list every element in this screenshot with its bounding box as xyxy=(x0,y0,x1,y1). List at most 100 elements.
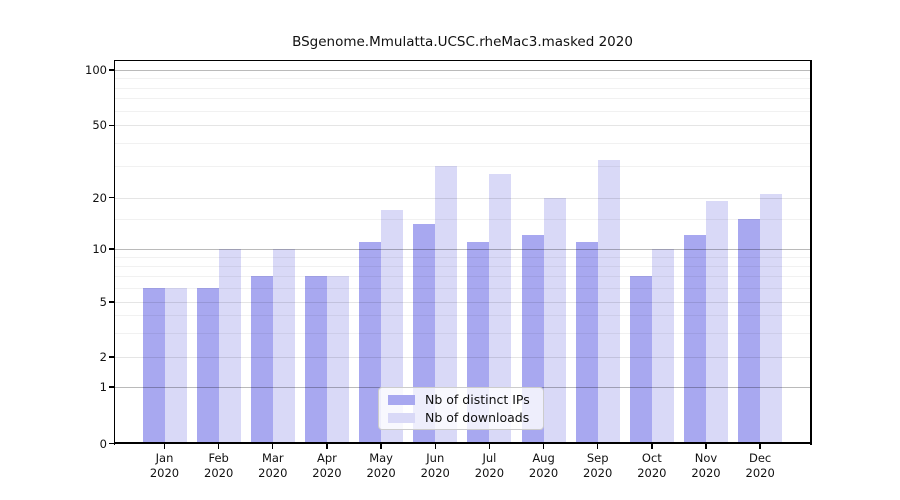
bar-downloads-may xyxy=(381,209,404,444)
y-tick-label-5: 5 xyxy=(99,295,107,309)
bar-downloads-jan xyxy=(164,288,187,444)
bar-distinct-ips-feb xyxy=(196,288,219,444)
gridline-100 xyxy=(115,70,810,71)
y-axis-spine xyxy=(113,59,115,445)
y-tick-50 xyxy=(109,124,115,126)
bar-downloads-dec xyxy=(760,193,783,444)
minor-gridline-4 xyxy=(115,315,810,317)
minor-gridline-15 xyxy=(115,218,810,220)
gridline-5 xyxy=(115,302,810,303)
x-tick-dec xyxy=(759,444,761,449)
x-tick-may xyxy=(380,444,382,449)
bar-downloads-apr xyxy=(326,276,349,444)
y-tick-1 xyxy=(109,386,115,388)
gridline-20 xyxy=(115,197,810,199)
bar-distinct-ips-nov xyxy=(684,235,706,444)
x-tick-label-dec: Dec 2020 xyxy=(732,451,788,481)
x-tick-label-apr: Apr 2020 xyxy=(299,451,355,481)
y-tick-label-1: 1 xyxy=(99,380,107,394)
minor-gridline-70 xyxy=(115,98,810,100)
bar-distinct-ips-oct xyxy=(629,276,652,444)
legend-row-distinct-ips: Nb of distinct IPs xyxy=(379,392,543,407)
minor-gridline-40 xyxy=(115,142,810,144)
y-tick-0 xyxy=(109,442,115,445)
legend-label-distinct-ips: Nb of distinct IPs xyxy=(425,392,530,407)
bar-distinct-ips-mar xyxy=(250,276,273,444)
month-label: Aug xyxy=(532,451,555,465)
month-label: Dec xyxy=(749,451,772,465)
bar-downloads-feb xyxy=(218,249,241,444)
month-label: May xyxy=(369,451,393,465)
bar-downloads-oct xyxy=(651,249,674,444)
x-tick-feb xyxy=(217,444,220,449)
top-spine xyxy=(115,59,810,61)
x-axis-spine xyxy=(115,442,810,444)
bar-distinct-ips-apr xyxy=(304,276,327,444)
year-label: 2020 xyxy=(204,466,234,480)
distinct-ips-swatch xyxy=(388,394,415,405)
y-tick-5 xyxy=(109,301,115,303)
month-label: Feb xyxy=(208,451,229,465)
x-tick-label-nov: Nov 2020 xyxy=(678,451,734,481)
year-label: 2020 xyxy=(691,466,721,480)
x-tick-label-jun: Jun 2020 xyxy=(407,451,463,481)
minor-gridline-3 xyxy=(115,332,810,334)
year-label: 2020 xyxy=(528,466,559,480)
year-label: 2020 xyxy=(474,466,505,480)
x-tick-label-jan: Jan 2020 xyxy=(137,451,193,481)
year-label: 2020 xyxy=(583,466,613,480)
bar-distinct-ips-dec xyxy=(738,218,761,444)
year-label: 2020 xyxy=(420,466,450,480)
month-label: Jan xyxy=(155,451,174,465)
downloads-swatch xyxy=(388,412,415,423)
minor-gridline-9 xyxy=(115,257,810,259)
x-tick-apr xyxy=(326,444,328,449)
x-tick-nov xyxy=(705,444,707,449)
y-tick-label-0: 0 xyxy=(99,436,107,451)
bar-downloads-nov xyxy=(706,201,728,444)
y-tick-10 xyxy=(109,248,115,250)
month-label: Apr xyxy=(316,451,337,465)
month-label: Jun xyxy=(426,451,445,465)
y-tick-label-2: 2 xyxy=(99,350,107,364)
year-label: 2020 xyxy=(258,466,288,480)
bar-distinct-ips-sep xyxy=(575,241,598,444)
gridline-10 xyxy=(115,249,810,250)
x-tick-label-mar: Mar 2020 xyxy=(245,451,301,481)
bar-distinct-ips-may xyxy=(359,241,382,444)
x-tick-jun xyxy=(434,444,436,449)
x-tick-jan xyxy=(163,444,166,449)
minor-gridline-90 xyxy=(115,78,810,80)
gridline-50 xyxy=(115,125,810,127)
minor-gridline-80 xyxy=(115,87,810,89)
bar-distinct-ips-jan xyxy=(142,288,165,444)
x-tick-sep xyxy=(597,444,599,449)
bar-downloads-jun xyxy=(435,165,458,444)
minor-gridline-6 xyxy=(115,288,810,290)
y-tick-20 xyxy=(109,196,115,199)
legend-label-downloads: Nb of downloads xyxy=(425,410,530,425)
right-spine xyxy=(810,59,812,445)
month-label: Sep xyxy=(586,451,609,465)
month-label: Oct xyxy=(641,451,662,465)
y-tick-label-100: 100 xyxy=(85,63,107,77)
y-tick-100 xyxy=(109,69,115,71)
minor-gridline-60 xyxy=(115,110,810,112)
x-tick-label-sep: Sep 2020 xyxy=(570,451,626,481)
minor-gridline-8 xyxy=(115,266,810,268)
x-tick-jul xyxy=(488,444,491,449)
x-tick-label-may: May 2020 xyxy=(353,451,409,481)
x-tick-label-aug: Aug 2020 xyxy=(516,451,572,481)
x-tick-aug xyxy=(542,444,545,449)
x-tick-label-feb: Feb 2020 xyxy=(191,451,247,481)
bar-downloads-jul xyxy=(489,173,512,444)
month-label: Nov xyxy=(694,451,718,465)
x-tick-label-oct: Oct 2020 xyxy=(624,451,680,481)
y-tick-2 xyxy=(109,356,115,358)
year-label: 2020 xyxy=(745,466,775,480)
year-label: 2020 xyxy=(312,466,342,480)
x-tick-oct xyxy=(651,444,653,449)
y-tick-label-20: 20 xyxy=(92,190,107,205)
x-tick-mar xyxy=(272,444,274,449)
